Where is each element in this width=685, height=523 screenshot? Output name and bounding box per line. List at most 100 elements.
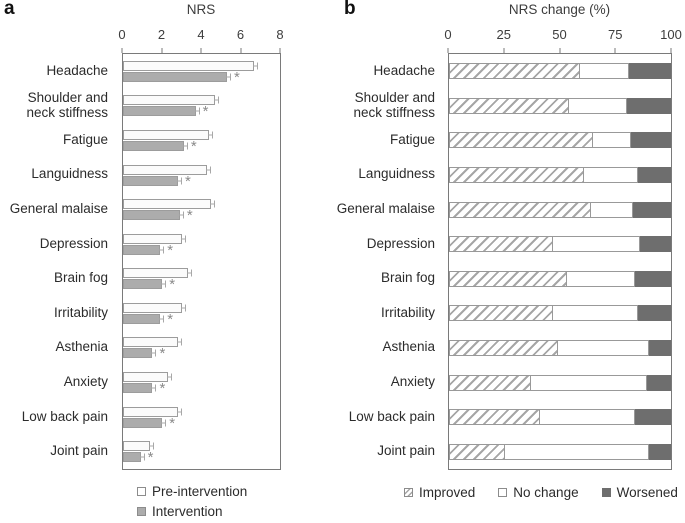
no-change-segment-irritability xyxy=(553,305,638,322)
no-change-segment-anxiety xyxy=(531,374,647,391)
category-label-fatigue: Fatigue xyxy=(62,131,108,147)
improved-swatch-icon xyxy=(404,487,413,497)
worsened-segment-languidness xyxy=(637,167,671,184)
bar-group-low-back-pain: * xyxy=(123,400,280,435)
error-bar-icon xyxy=(167,373,173,381)
error-bar-icon xyxy=(208,131,214,139)
no-change-segment-fatigue xyxy=(593,132,632,149)
worsened-swatch-icon xyxy=(601,487,611,497)
intervention-bar-general-malaise: * xyxy=(123,208,193,223)
improved-segment-general-malaise xyxy=(449,201,592,218)
improved-segment-languidness xyxy=(449,167,585,184)
intervention-bar-shoulder-and-neck-stiffness: * xyxy=(123,104,208,119)
error-bar-icon xyxy=(159,246,165,254)
x-tick-mark xyxy=(559,48,560,53)
error-bar-icon xyxy=(176,408,182,416)
intervention-bar-languidness: * xyxy=(123,174,191,189)
legend-label-worsened: Worsened xyxy=(616,484,678,500)
legend-label-intervention: Intervention xyxy=(152,503,223,519)
worsened-segment-headache xyxy=(628,63,671,80)
pre-intervention-bar-irritability xyxy=(123,302,186,313)
x-tick-label: 2 xyxy=(157,27,166,42)
error-bar-icon xyxy=(176,177,182,185)
improved-segment-fatigue xyxy=(449,132,594,149)
x-tick-label: 100 xyxy=(660,27,682,42)
error-bar-icon xyxy=(149,442,155,450)
stacked-bar-headache xyxy=(449,54,671,89)
intervention-bar-irritability: * xyxy=(123,312,173,327)
legend-panel-a: Pre-intervention Intervention xyxy=(137,481,247,521)
legend-label-pre-intervention: Pre-intervention xyxy=(152,483,248,499)
improved-segment-brain-fog xyxy=(449,270,567,287)
x-tick-mark xyxy=(614,48,616,53)
category-labels-panel-b: Headache Shoulder and neck stiffness Fatig… xyxy=(330,53,442,468)
x-tick-mark xyxy=(279,48,281,53)
intervention-bar-joint-pain: * xyxy=(123,450,154,465)
improved-segment-asthenia xyxy=(449,339,558,356)
x-tick-label: 25 xyxy=(496,27,511,42)
category-label-fatigue: Fatigue xyxy=(389,131,435,147)
intervention-bar-low-back-pain: * xyxy=(123,416,175,431)
x-tick-mark xyxy=(240,48,241,53)
improved-segment-anxiety xyxy=(449,374,532,391)
bar-group-general-malaise: * xyxy=(123,192,280,227)
error-bar-icon xyxy=(214,96,220,104)
improved-segment-depression xyxy=(449,236,554,253)
pre-intervention-bar-asthenia xyxy=(123,337,182,348)
error-bar-icon xyxy=(253,62,259,70)
intervention-bar-asthenia: * xyxy=(123,347,165,362)
improved-segment-joint-pain xyxy=(449,443,505,460)
error-bar-icon xyxy=(178,211,184,219)
stacked-bar-general-malaise xyxy=(449,192,671,227)
no-change-segment-shoulder-and-neck-stiffness xyxy=(568,97,627,114)
significance-asterisk: * xyxy=(169,414,176,432)
x-axis-panel-a: 0 2 4 6 8 xyxy=(118,26,284,53)
stacked-bar-anxiety xyxy=(449,365,671,400)
bar-group-asthenia: * xyxy=(123,331,280,366)
pre-intervention-bar-depression xyxy=(123,233,186,244)
error-bar-icon xyxy=(176,338,182,346)
error-bar-icon xyxy=(151,349,157,357)
pre-intervention-bar-anxiety xyxy=(123,372,173,383)
intervention-bar-headache: * xyxy=(123,70,240,85)
category-label-shoulder-and-neck-stiffness: Shoulder and neck stiffness xyxy=(353,89,435,120)
significance-asterisk: * xyxy=(169,276,176,294)
category-label-asthenia: Asthenia xyxy=(382,339,435,355)
category-label-irritability: Irritability xyxy=(380,304,435,320)
worsened-segment-general-malaise xyxy=(633,201,671,218)
error-bar-icon xyxy=(210,200,216,208)
significance-asterisk: * xyxy=(147,449,154,467)
error-bar-icon xyxy=(206,166,212,174)
x-tick-label: 0 xyxy=(444,27,452,42)
no-change-segment-headache xyxy=(579,63,629,80)
no-change-segment-asthenia xyxy=(557,339,649,356)
significance-asterisk: * xyxy=(167,310,174,328)
error-bar-icon xyxy=(151,384,157,392)
x-tick-label: 75 xyxy=(608,27,623,42)
bar-group-headache: * xyxy=(123,54,280,89)
category-label-general-malaise: General malaise xyxy=(336,201,435,217)
error-bar-icon xyxy=(194,107,200,115)
pre-intervention-bar-brain-fog xyxy=(123,268,192,279)
improved-segment-headache xyxy=(449,63,580,80)
category-label-low-back-pain: Low back pain xyxy=(21,408,108,424)
significance-asterisk: * xyxy=(234,68,240,86)
bar-group-depression: * xyxy=(123,227,280,262)
error-bar-icon xyxy=(180,235,186,243)
significance-asterisk: * xyxy=(184,172,191,190)
x-tick-mark xyxy=(200,48,202,53)
stacked-bar-joint-pain xyxy=(449,434,671,469)
category-label-joint-pain: Joint pain xyxy=(377,443,435,459)
category-labels-panel-a: Headache Shoulder and neck stiffness Fatig… xyxy=(0,53,115,468)
worsened-segment-anxiety xyxy=(646,374,671,391)
error-bar-icon xyxy=(186,269,192,277)
x-tick-label: 0 xyxy=(118,27,126,42)
x-tick-label: 6 xyxy=(236,27,245,42)
worsened-segment-low-back-pain xyxy=(635,409,671,426)
legend-label-improved: Improved xyxy=(419,484,476,500)
pre-intervention-bar-low-back-pain xyxy=(123,406,182,417)
bar-group-languidness: * xyxy=(123,158,280,193)
panel-b-label: b xyxy=(344,0,356,19)
error-bar-icon xyxy=(159,315,165,323)
legend-item-intervention: Intervention xyxy=(137,501,247,521)
